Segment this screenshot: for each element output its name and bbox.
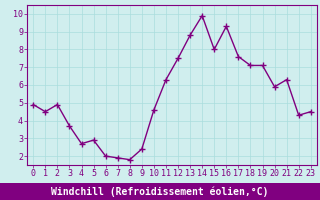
Text: Windchill (Refroidissement éolien,°C): Windchill (Refroidissement éolien,°C) [51, 186, 269, 197]
